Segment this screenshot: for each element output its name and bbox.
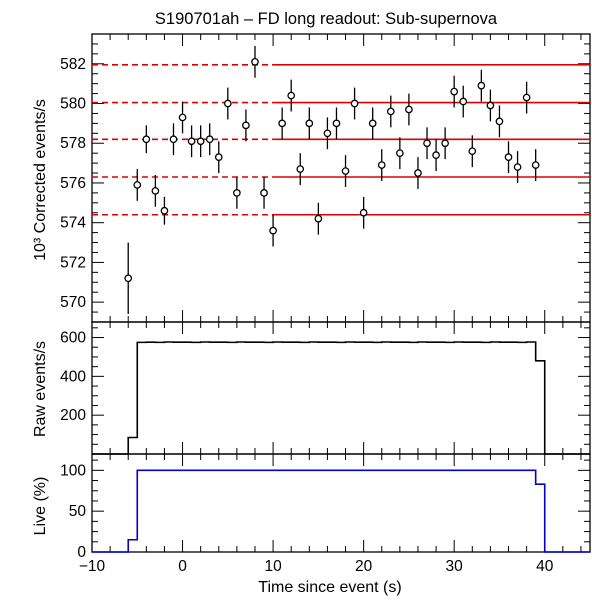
x-tick-label: 0 — [178, 558, 187, 575]
data-point — [495, 117, 504, 126]
data-point — [414, 169, 422, 177]
data-point — [386, 107, 395, 116]
data-point — [233, 189, 241, 197]
panel-frame — [91, 453, 591, 553]
data-point — [287, 91, 296, 100]
live-fraction-step-line — [92, 469, 590, 553]
corrected-panel: 570 572 574 576 578 580 582 — [60, 33, 591, 323]
data-point — [423, 139, 431, 148]
data-point — [260, 189, 268, 197]
raw-rate-step-line — [92, 341, 590, 455]
data-point — [350, 99, 359, 108]
data-point — [305, 119, 314, 128]
y-tick-label: 574 — [60, 215, 86, 232]
data-point — [151, 187, 160, 195]
data-point — [377, 161, 386, 169]
y-tick-label: 572 — [60, 254, 86, 271]
raw-panel: 200 400 600 — [60, 321, 591, 455]
data-point — [450, 87, 459, 96]
data-point — [160, 206, 169, 215]
data-point — [187, 137, 196, 146]
y-tick-label: 578 — [60, 135, 86, 152]
data-point — [133, 181, 142, 189]
data-point — [359, 208, 368, 217]
data-point — [459, 97, 468, 106]
x-tick-label: −10 — [79, 558, 106, 575]
x-tick-label: 40 — [536, 558, 554, 575]
data-point — [142, 135, 151, 144]
data-point — [314, 214, 323, 223]
data-point — [323, 129, 332, 138]
data-point — [441, 139, 449, 148]
data-point — [341, 167, 350, 175]
data-point — [251, 57, 259, 66]
data-point — [486, 101, 495, 110]
x-tick-label: 10 — [264, 558, 282, 575]
data-point — [477, 81, 486, 90]
panel-frame — [91, 33, 591, 323]
y-axis-label-corrected: 10³ Corrected events/s — [32, 99, 49, 261]
data-point — [269, 226, 277, 235]
data-point — [124, 274, 133, 283]
chart-title: S190701ah – FD long readout: Sub-superno… — [155, 10, 498, 28]
x-tick-label: 30 — [446, 558, 464, 575]
y-tick-label: 400 — [60, 368, 86, 385]
y-tick-label: 50 — [69, 503, 87, 520]
data-point — [242, 121, 250, 130]
y-tick-label: 580 — [60, 96, 86, 113]
data-point — [214, 153, 223, 161]
y-tick-label: 582 — [60, 56, 86, 73]
data-point — [223, 99, 232, 108]
data-point — [178, 113, 187, 122]
data-point — [531, 161, 540, 169]
x-axis-label: Time since event (s) — [258, 579, 401, 596]
y-tick-label: 576 — [60, 175, 86, 192]
data-point — [205, 135, 214, 144]
data-point — [296, 165, 305, 173]
y-tick-label: 100 — [60, 462, 86, 479]
y-tick-label: 570 — [60, 294, 86, 311]
y-axis-label-live: Live (%) — [32, 477, 49, 536]
y-tick-label: 0 — [77, 544, 86, 561]
data-point — [513, 163, 522, 171]
y-axis-label-raw: Raw events/s — [32, 341, 49, 437]
data-point — [468, 147, 477, 156]
data-point — [396, 149, 404, 158]
data-point — [432, 151, 440, 160]
data-point — [169, 135, 178, 144]
data-point — [368, 119, 377, 128]
y-tick-label: 600 — [60, 330, 86, 347]
data-point — [332, 119, 341, 128]
data-point — [196, 137, 205, 146]
data-point — [405, 105, 413, 114]
data-point — [522, 93, 531, 102]
y-tick-label: 200 — [60, 407, 86, 424]
data-point — [278, 119, 286, 128]
data-point — [504, 153, 513, 161]
x-tick-label: 20 — [355, 558, 373, 575]
